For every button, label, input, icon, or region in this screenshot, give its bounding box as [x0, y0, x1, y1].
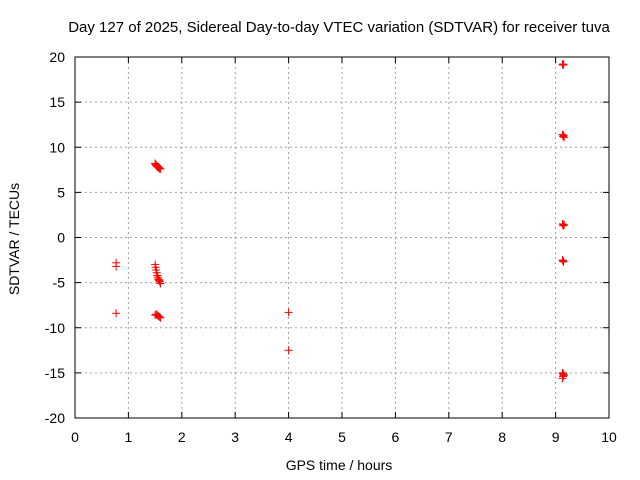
chart-title: Day 127 of 2025, Sidereal Day-to-day VTE… — [68, 19, 610, 36]
y-tick-label: 10 — [49, 139, 65, 155]
axis-ticks: 0 1 2 3 4 5 6 7 8 9 10 -20 -15 -10 -5 0 5 10 15 20 — [45, 49, 617, 445]
grid — [75, 57, 609, 418]
data-point — [154, 163, 163, 172]
x-tick-label: 0 — [71, 429, 79, 445]
data-point — [558, 219, 567, 228]
data-point — [284, 308, 293, 317]
y-tick-label: -20 — [45, 410, 65, 426]
data-point — [156, 279, 165, 288]
data-point — [558, 256, 567, 265]
data-point — [155, 312, 164, 321]
data-point — [559, 371, 568, 380]
data-point — [284, 346, 293, 355]
data-point — [154, 312, 163, 321]
data-point — [154, 275, 163, 284]
data-point — [560, 220, 569, 229]
x-tick-label: 5 — [338, 429, 346, 445]
data-point — [559, 132, 568, 141]
x-tick-label: 9 — [552, 429, 560, 445]
x-tick-label: 3 — [231, 429, 239, 445]
x-tick-label: 6 — [392, 429, 400, 445]
data-point — [559, 257, 568, 266]
data-point — [560, 133, 569, 142]
data-point — [559, 61, 568, 70]
data-point — [559, 369, 568, 378]
data-point — [559, 256, 568, 265]
y-axis-label: SDTVAR / TECUs — [6, 183, 22, 295]
data-point — [156, 164, 165, 173]
y-tick-label: -15 — [45, 365, 65, 381]
y-tick-label: -5 — [53, 275, 66, 291]
data-points — [112, 60, 569, 383]
data-point — [155, 277, 164, 286]
y-tick-label: 15 — [49, 94, 65, 110]
y-tick-label: 0 — [57, 230, 65, 246]
data-point — [559, 131, 568, 140]
data-point — [156, 313, 165, 322]
x-tick-label: 1 — [125, 429, 133, 445]
data-point — [112, 309, 121, 318]
data-point — [155, 164, 164, 173]
y-tick-label: 5 — [57, 184, 65, 200]
data-point — [559, 60, 568, 69]
x-tick-label: 10 — [601, 429, 617, 445]
y-tick-label: 20 — [49, 49, 65, 65]
y-tick-label: -10 — [45, 320, 65, 336]
x-tick-label: 7 — [445, 429, 453, 445]
x-tick-label: 4 — [285, 429, 293, 445]
data-point — [153, 271, 162, 280]
data-point — [112, 262, 121, 271]
data-point — [559, 221, 568, 230]
x-axis-label: GPS time / hours — [286, 457, 393, 473]
x-tick-label: 2 — [178, 429, 186, 445]
x-tick-label: 8 — [498, 429, 506, 445]
